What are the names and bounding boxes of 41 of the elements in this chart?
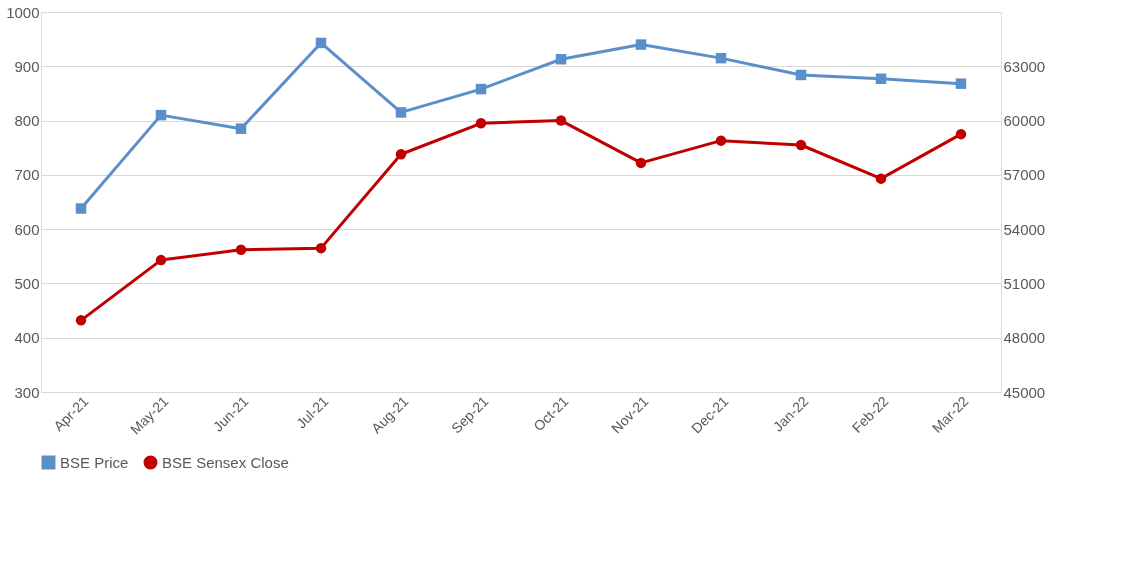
point bbox=[955, 78, 967, 89]
point bbox=[555, 53, 567, 65]
point bbox=[475, 83, 487, 95]
y-tick-label: 900 bbox=[14, 57, 40, 75]
y-tick-label: 1000 bbox=[6, 3, 40, 21]
point bbox=[315, 37, 327, 49]
point bbox=[795, 69, 807, 81]
y-tick-label: 800 bbox=[14, 112, 40, 130]
point bbox=[315, 242, 327, 254]
point bbox=[395, 107, 407, 118]
point bbox=[155, 254, 167, 266]
point bbox=[555, 115, 567, 126]
point bbox=[635, 157, 647, 169]
point bbox=[475, 118, 487, 129]
legend-label: BSE Sensex Close bbox=[162, 453, 289, 471]
point bbox=[75, 203, 87, 214]
y2-tick-label: 54000 bbox=[1003, 220, 1046, 238]
y2-tick-label: 48000 bbox=[1003, 329, 1046, 347]
point bbox=[875, 73, 887, 85]
y-tick-label: 400 bbox=[14, 329, 40, 347]
point bbox=[635, 39, 647, 50]
point bbox=[795, 139, 807, 151]
point bbox=[955, 128, 967, 140]
y2-tick-label: 51000 bbox=[1003, 274, 1046, 292]
y2-tick-label: 63000 bbox=[1003, 57, 1046, 75]
point bbox=[235, 244, 247, 256]
legend-label: BSE Price bbox=[60, 453, 129, 471]
point bbox=[875, 173, 887, 184]
point bbox=[235, 123, 247, 134]
y-tick-label: 600 bbox=[14, 220, 40, 238]
point bbox=[155, 109, 167, 121]
y2-tick-label: 60000 bbox=[1003, 112, 1046, 130]
point bbox=[715, 52, 727, 64]
y-tick-label: 300 bbox=[14, 383, 40, 401]
point bbox=[75, 315, 87, 326]
point bbox=[395, 148, 407, 160]
y2-tick-label: 57000 bbox=[1003, 166, 1046, 184]
point bbox=[715, 135, 727, 146]
y-tick-label: 500 bbox=[14, 274, 40, 292]
y-tick-label: 700 bbox=[14, 166, 40, 184]
y2-tick-label: 45000 bbox=[1003, 383, 1046, 401]
